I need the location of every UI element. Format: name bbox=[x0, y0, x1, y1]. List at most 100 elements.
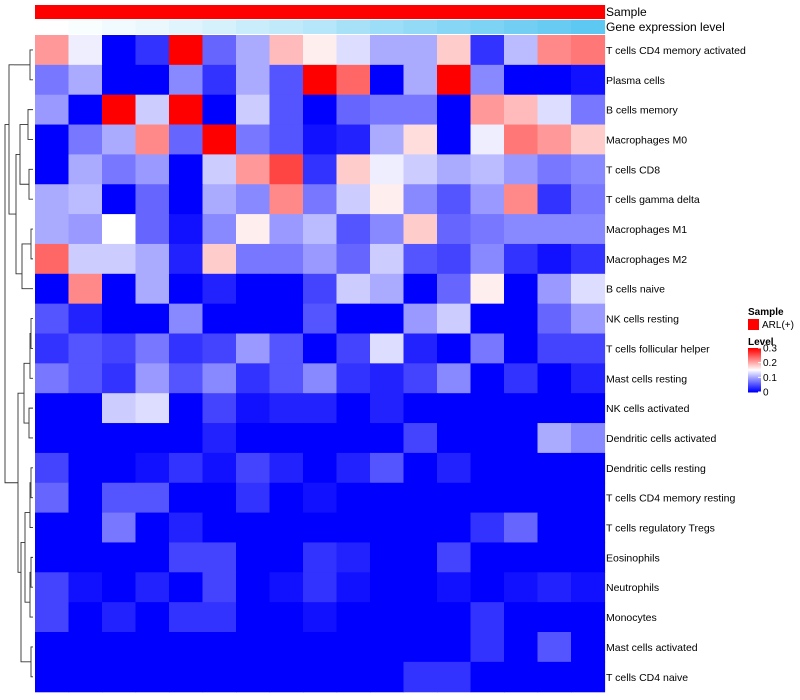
heatmap-cell bbox=[303, 363, 338, 394]
heatmap-cell bbox=[571, 393, 606, 424]
heatmap-cell bbox=[336, 393, 371, 424]
heatmap-cell bbox=[470, 35, 505, 66]
heatmap-cell bbox=[169, 333, 204, 364]
heatmap-cell bbox=[370, 542, 405, 573]
heatmap-cell bbox=[336, 423, 371, 454]
heatmap-cell bbox=[35, 124, 70, 155]
heatmap-cell bbox=[370, 393, 405, 424]
row-label: B cells memory bbox=[606, 105, 679, 117]
heatmap-cell bbox=[202, 124, 237, 155]
heatmap-cell bbox=[470, 64, 505, 96]
expression-annotation-cell bbox=[135, 20, 170, 34]
heatmap-cell bbox=[537, 35, 572, 66]
heatmap-cell bbox=[370, 452, 405, 484]
heatmap-cell bbox=[537, 661, 572, 693]
legend-gradient-step bbox=[748, 370, 761, 372]
heatmap-cell bbox=[403, 333, 438, 364]
heatmap-cell bbox=[470, 423, 505, 454]
heatmap-cell bbox=[236, 303, 271, 335]
row-label: Mast cells activated bbox=[606, 642, 698, 654]
heatmap-cell bbox=[370, 572, 405, 603]
sample-annotation-cell bbox=[202, 5, 237, 19]
expression-annotation-cell bbox=[303, 20, 338, 34]
heatmap-cell bbox=[102, 94, 137, 126]
row-label: B cells naive bbox=[606, 284, 665, 296]
heatmap-cell bbox=[102, 243, 137, 275]
heatmap-cell bbox=[202, 363, 237, 394]
expression-annotation-cell bbox=[68, 20, 103, 34]
heatmap-cell bbox=[135, 602, 170, 633]
heatmap-cell bbox=[571, 542, 606, 573]
heatmap-cell bbox=[269, 64, 304, 96]
heatmap-cell bbox=[202, 64, 237, 96]
heatmap-cell bbox=[403, 214, 438, 245]
sample-annotation-cell bbox=[370, 5, 405, 19]
heatmap-cell bbox=[269, 661, 304, 693]
heatmap-cell bbox=[470, 333, 505, 364]
sample-annotation-cell bbox=[470, 5, 505, 19]
heatmap-cell bbox=[68, 124, 103, 155]
legend-gradient-step bbox=[748, 380, 761, 382]
dendrogram-branch bbox=[15, 153, 22, 275]
heatmap-cell bbox=[403, 542, 438, 573]
heatmap-cell bbox=[202, 423, 237, 454]
heatmap-cell bbox=[504, 602, 539, 633]
heatmap-cell bbox=[370, 303, 405, 335]
heatmap-cell bbox=[269, 512, 304, 544]
heatmap-cell bbox=[135, 35, 170, 66]
heatmap-cell bbox=[236, 363, 271, 394]
heatmap-cell bbox=[303, 94, 338, 126]
heatmap-cell bbox=[470, 661, 505, 693]
row-label: Dendritic cells activated bbox=[606, 433, 716, 445]
heatmap-cell bbox=[35, 452, 70, 484]
heatmap-cell bbox=[169, 632, 204, 663]
heatmap-cell bbox=[236, 542, 271, 573]
heatmap-cell bbox=[68, 542, 103, 573]
row-label: Macrophages M2 bbox=[606, 254, 687, 266]
expression-annotation-cell bbox=[403, 20, 438, 34]
row-label: T cells regulatory Tregs bbox=[606, 523, 715, 535]
row-labels: T cells CD4 memory activated Plasma cells… bbox=[606, 45, 746, 684]
heatmap-cell bbox=[571, 184, 606, 215]
heatmap-cell bbox=[303, 393, 338, 424]
heatmap-cell bbox=[269, 632, 304, 663]
heatmap-cell bbox=[169, 423, 204, 454]
heatmap-cell bbox=[169, 64, 204, 96]
row-label: T cells follicular helper bbox=[606, 343, 710, 355]
heatmap-cell bbox=[504, 482, 539, 514]
heatmap-cell bbox=[236, 512, 271, 544]
dendrogram-branch bbox=[30, 646, 33, 678]
heatmap-cell bbox=[269, 35, 304, 66]
heatmap-cell bbox=[135, 572, 170, 603]
legend-gradient-step bbox=[748, 385, 761, 387]
heatmap-cell bbox=[504, 184, 539, 215]
dendrogram-branch bbox=[21, 243, 33, 290]
heatmap-cell bbox=[269, 452, 304, 484]
heatmap-cell bbox=[68, 243, 103, 275]
heatmap-cell bbox=[403, 94, 438, 126]
dendrogram-branch bbox=[30, 556, 33, 588]
row-label: T cells CD4 memory resting bbox=[606, 493, 735, 505]
legend-gradient-step bbox=[748, 353, 761, 355]
heatmap-cell bbox=[571, 482, 606, 514]
heatmap-cell bbox=[370, 35, 405, 66]
expression-annotation-cell bbox=[169, 20, 204, 34]
heatmap-cell bbox=[403, 184, 438, 215]
heatmap-cell bbox=[202, 602, 237, 633]
heatmap-cell bbox=[537, 273, 572, 305]
heatmap-cell bbox=[504, 273, 539, 305]
heatmap-cell bbox=[303, 632, 338, 663]
heatmap-cell bbox=[370, 661, 405, 693]
row-label: T cells CD4 naive bbox=[606, 672, 688, 684]
heatmap-cell bbox=[303, 214, 338, 245]
heatmap-cell bbox=[102, 393, 137, 424]
legend-gradient-step bbox=[748, 377, 761, 379]
heatmap-cell bbox=[202, 94, 237, 126]
heatmap-cell bbox=[336, 363, 371, 394]
heatmap-cell bbox=[303, 482, 338, 514]
legend-gradient-step bbox=[748, 382, 761, 384]
heatmap-cell bbox=[437, 512, 472, 544]
dendrogram-branch bbox=[24, 512, 30, 603]
heatmap-cell bbox=[102, 542, 137, 573]
heatmap-cell bbox=[504, 661, 539, 693]
